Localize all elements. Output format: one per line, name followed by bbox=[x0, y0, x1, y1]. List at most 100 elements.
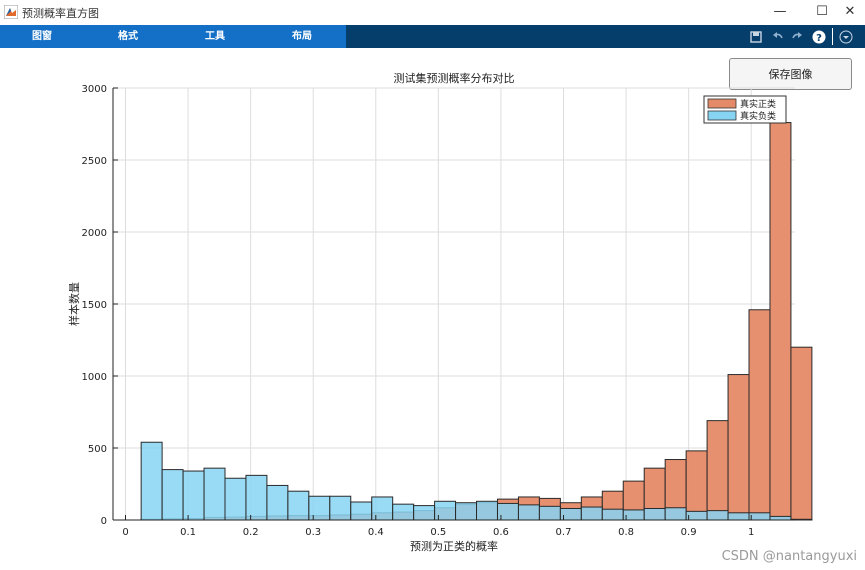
menu-item-layout[interactable]: 布局 bbox=[292, 31, 312, 42]
x-tick-label: 0.6 bbox=[493, 527, 509, 538]
toolbar-divider bbox=[832, 28, 833, 45]
bar-positive bbox=[161, 518, 184, 521]
bar-positive bbox=[434, 507, 457, 521]
x-tick-label: 0.3 bbox=[305, 527, 321, 538]
chart-title: 测试集预测概率分布对比 bbox=[394, 71, 515, 85]
x-tick-label: 1 bbox=[748, 527, 754, 538]
svg-text:?: ? bbox=[816, 33, 822, 44]
y-tick-label: 1000 bbox=[82, 372, 107, 383]
save-image-button[interactable]: 保存图像 bbox=[729, 58, 852, 90]
maximize-button[interactable]: ☐ bbox=[816, 4, 828, 19]
bar-negative bbox=[245, 474, 268, 521]
bar-negative bbox=[161, 469, 184, 521]
bar-negative bbox=[287, 490, 310, 521]
bar-negative bbox=[643, 507, 666, 521]
bar-negative bbox=[664, 507, 687, 521]
bar-negative bbox=[308, 495, 331, 521]
bar-negative bbox=[350, 501, 373, 521]
help-icon[interactable]: ? bbox=[811, 29, 827, 45]
watermark: CSDN @nantangyuxi bbox=[721, 549, 857, 564]
bar-negative bbox=[182, 470, 205, 521]
bar-positive bbox=[496, 498, 519, 521]
menu-item-figure[interactable]: 图窗 bbox=[32, 31, 52, 42]
undo-icon[interactable] bbox=[770, 29, 786, 45]
bar-positive bbox=[245, 515, 268, 521]
y-tick-label: 2500 bbox=[82, 156, 107, 167]
close-button[interactable]: ✕ bbox=[844, 4, 856, 19]
bar-negative bbox=[769, 515, 792, 521]
bar-positive bbox=[350, 513, 373, 521]
bar-negative bbox=[392, 503, 415, 521]
bar-positive bbox=[329, 514, 352, 521]
bar-negative bbox=[748, 512, 771, 521]
menu-item-format[interactable]: 格式 bbox=[118, 31, 138, 42]
x-tick-label: 0.4 bbox=[368, 527, 384, 538]
bar-negative bbox=[790, 518, 813, 521]
bar-positive bbox=[601, 490, 624, 521]
bar-positive bbox=[538, 497, 561, 521]
x-tick-label: 0 bbox=[122, 527, 128, 538]
bar-positive bbox=[790, 346, 813, 521]
legend-box bbox=[703, 95, 787, 124]
bar-positive bbox=[266, 515, 289, 521]
title-bar: 预测概率直方图 — ☐ ✕ bbox=[0, 0, 865, 25]
bar-negative bbox=[224, 477, 247, 521]
bar-positive bbox=[685, 450, 708, 521]
bar-negative bbox=[434, 500, 457, 521]
bar-positive bbox=[203, 516, 226, 521]
bar-positive bbox=[643, 467, 666, 521]
redo-icon[interactable] bbox=[789, 29, 805, 45]
bar-negative bbox=[538, 505, 561, 521]
bar-negative bbox=[517, 504, 540, 521]
window-title: 预测概率直方图 bbox=[22, 7, 99, 20]
bar-positive bbox=[455, 503, 478, 521]
bar-positive bbox=[287, 515, 310, 521]
bar-negative bbox=[706, 510, 729, 521]
legend-swatch-negative bbox=[707, 110, 737, 121]
legend-label-negative: 真实负类 bbox=[740, 110, 776, 122]
bar-negative bbox=[622, 509, 645, 521]
bar-negative bbox=[329, 495, 352, 521]
bar-negative bbox=[727, 512, 750, 521]
bar-positive bbox=[182, 518, 205, 521]
bar-negative bbox=[413, 505, 436, 521]
axes: 0 0.1 0.2 0.3 0.4 0.5 0.6 0.7 0.8 0.9 1 0 500 1000 150… bbox=[82, 84, 795, 538]
menu-item-tools[interactable]: 工具 bbox=[205, 31, 225, 42]
bar-positive bbox=[706, 420, 729, 521]
bar-negative bbox=[496, 502, 519, 521]
x-tick-label: 0.5 bbox=[430, 527, 446, 538]
x-tick-label: 0.8 bbox=[618, 527, 634, 538]
legend-label-positive: 真实正类 bbox=[740, 98, 776, 110]
bar-negative bbox=[601, 508, 624, 521]
y-tick-label: 500 bbox=[88, 444, 107, 455]
minimize-button[interactable]: — bbox=[773, 4, 787, 19]
bar-positive bbox=[559, 502, 582, 521]
dropdown-icon[interactable] bbox=[838, 29, 854, 45]
menu-bar: 图窗 格式 工具 布局 ? bbox=[0, 25, 865, 48]
bar-negative bbox=[559, 507, 582, 521]
bar-positive bbox=[580, 496, 603, 521]
bar-positive bbox=[727, 374, 750, 521]
y-tick-label: 2000 bbox=[82, 228, 107, 239]
bar-positive bbox=[224, 516, 247, 521]
negative-bars bbox=[140, 441, 813, 521]
bar-positive bbox=[748, 309, 771, 521]
y-tick-label: 0 bbox=[101, 516, 107, 527]
bar-positive bbox=[140, 518, 163, 521]
app-logo-icon bbox=[4, 5, 18, 19]
x-tick-label: 0.7 bbox=[556, 527, 572, 538]
grid-lines bbox=[113, 87, 795, 521]
x-tick-label: 0.2 bbox=[243, 527, 259, 538]
bar-positive bbox=[371, 512, 394, 521]
legend: 真实正类 真实负类 bbox=[703, 95, 787, 124]
x-tick-label: 0.1 bbox=[180, 527, 196, 538]
bar-negative bbox=[685, 510, 708, 521]
bar-negative bbox=[140, 441, 163, 521]
bar-negative bbox=[371, 496, 394, 521]
x-axis-label: 预测为正类的概率 bbox=[410, 539, 498, 553]
bar-negative bbox=[476, 500, 498, 521]
x-tick-label: 0.9 bbox=[681, 527, 697, 538]
bar-negative bbox=[266, 484, 289, 521]
save-icon[interactable] bbox=[748, 29, 764, 45]
bar-positive bbox=[517, 496, 540, 521]
